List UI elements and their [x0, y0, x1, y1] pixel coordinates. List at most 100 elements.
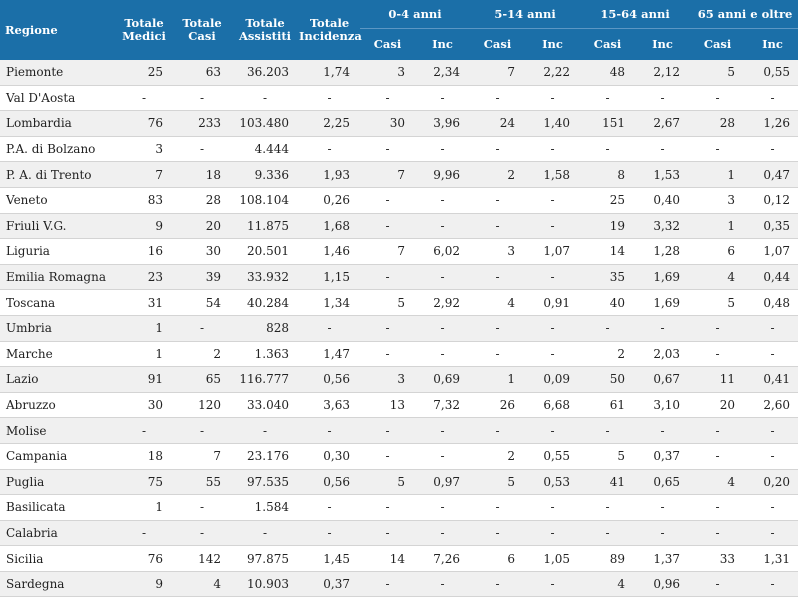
- cell-casi-15-64: 5: [580, 443, 636, 470]
- cell-inc-65-plus: -: [745, 417, 798, 444]
- cell-totale-casi: -: [173, 417, 231, 444]
- cell-inc-65-plus: 0,12: [745, 187, 798, 214]
- cell-inc-15-64: 0,96: [635, 571, 691, 598]
- cell-inc-5-14: 0,91: [525, 289, 581, 316]
- cell-totale-medici: -: [115, 417, 173, 444]
- cell-casi-5-14: -: [470, 520, 526, 547]
- cell-inc-15-64: 3,32: [635, 213, 691, 240]
- cell-inc-0-4: 0,69: [415, 366, 471, 393]
- header-group-65-plus: 65 anni e oltre: [690, 0, 798, 29]
- header-inc: Inc: [525, 28, 581, 60]
- cell-regione: Val D'Aosta: [0, 85, 115, 112]
- cell-totale-incidenza: 2,25: [299, 110, 360, 137]
- cell-inc-15-64: 0,40: [635, 187, 691, 214]
- cell-inc-0-4: 2,34: [415, 60, 471, 86]
- cell-casi-65-plus: 4: [690, 264, 746, 291]
- cell-casi-15-64: 19: [580, 213, 636, 240]
- header-totale-incidenza: Totale Incidenza: [299, 0, 362, 60]
- table-row: Umbria 1-828- - - - - - - - -: [0, 315, 798, 342]
- cell-inc-65-plus: -: [745, 571, 798, 598]
- cell-regione: Sicilia: [0, 545, 115, 572]
- header-group-0-4: 0-4 anni: [360, 0, 471, 29]
- table-row: Liguria 16 30 20.501 1,46 7 6,02 3 1,07 14 1,28 6 1,…: [0, 238, 798, 265]
- cell-casi-5-14: -: [470, 85, 526, 112]
- cell-totale-assistiti: 9.336: [231, 161, 299, 188]
- cell-inc-65-plus: -: [745, 136, 798, 163]
- cell-casi-5-14: -: [470, 571, 526, 598]
- cell-inc-5-14: 6,68: [525, 392, 581, 419]
- cell-casi-65-plus: 28: [690, 110, 746, 137]
- header-casi: Casi: [690, 28, 746, 60]
- cell-casi-5-14: -: [470, 213, 526, 240]
- cell-casi-5-14: 26: [470, 392, 526, 419]
- cell-inc-0-4: 0,97: [415, 469, 471, 496]
- cell-totale-assistiti: 20.501: [231, 238, 299, 265]
- table-row: Puglia 75 55 97.535 0,56 5 0,97 5 0,53 41 0,65 4 0,2…: [0, 469, 798, 496]
- cell-casi-0-4: -: [360, 341, 415, 368]
- cell-inc-15-64: 1,37: [635, 545, 691, 572]
- cell-totale-medici: 76: [115, 110, 173, 137]
- cell-totale-casi: 65: [173, 366, 231, 393]
- cell-casi-65-plus: 5: [690, 289, 746, 316]
- cell-inc-5-14: -: [525, 341, 581, 368]
- table-row: Sardegna 9 4 10.903 0,37- - - -4 0,96- -: [0, 571, 798, 598]
- cell-casi-5-14: 5: [470, 469, 526, 496]
- cell-casi-0-4: -: [360, 264, 415, 291]
- cell-inc-15-64: 1,28: [635, 238, 691, 265]
- cell-casi-0-4: 30: [360, 110, 415, 137]
- cell-totale-casi: 30: [173, 238, 231, 265]
- cell-totale-incidenza: 0,56: [299, 469, 360, 496]
- cell-regione: Emilia Romagna: [0, 264, 115, 291]
- cell-totale-assistiti: -: [231, 520, 299, 547]
- table-row: Campania 18 7 23.176 0,30- -2 0,55 5 0,37- -: [0, 443, 798, 470]
- cell-inc-15-64: 0,37: [635, 443, 691, 470]
- cell-casi-15-64: 41: [580, 469, 636, 496]
- cell-inc-5-14: 0,53: [525, 469, 581, 496]
- cell-totale-assistiti: 33.932: [231, 264, 299, 291]
- table-row: Lombardia 76 233 103.480 2,25 30 3,96 24 1,40 151…: [0, 110, 798, 137]
- cell-casi-15-64: 8: [580, 161, 636, 188]
- cell-casi-15-64: 40: [580, 289, 636, 316]
- header-casi: Casi: [580, 28, 636, 60]
- cell-inc-15-64: -: [635, 520, 691, 547]
- cell-inc-0-4: -: [415, 494, 471, 521]
- cell-totale-incidenza: -: [299, 85, 360, 112]
- cell-inc-5-14: 2,22: [525, 60, 581, 86]
- cell-regione: Sardegna: [0, 571, 115, 598]
- cell-casi-65-plus: -: [690, 136, 746, 163]
- header-totale-casi: Totale Casi: [173, 0, 231, 60]
- cell-inc-65-plus: -: [745, 494, 798, 521]
- cell-casi-5-14: -: [470, 417, 526, 444]
- cell-totale-casi: 4: [173, 571, 231, 598]
- cell-inc-15-64: 1,69: [635, 264, 691, 291]
- cell-totale-medici: 9: [115, 571, 173, 598]
- cell-totale-incidenza: 0,26: [299, 187, 360, 214]
- cell-totale-casi: 120: [173, 392, 231, 419]
- header-casi: Casi: [360, 28, 415, 60]
- cell-regione: Friuli V.G.: [0, 213, 115, 240]
- cell-casi-0-4: -: [360, 187, 415, 214]
- cell-inc-0-4: -: [415, 571, 471, 598]
- header-totale-medici: Totale Medici: [115, 0, 173, 60]
- cell-casi-0-4: -: [360, 315, 415, 342]
- cell-casi-15-64: 25: [580, 187, 636, 214]
- cell-totale-casi: -: [173, 520, 231, 547]
- cell-casi-15-64: 61: [580, 392, 636, 419]
- cell-totale-incidenza: 1,74: [299, 60, 360, 86]
- cell-inc-0-4: -: [415, 417, 471, 444]
- cell-casi-0-4: 14: [360, 545, 415, 572]
- cell-regione: Umbria: [0, 315, 115, 342]
- cell-totale-assistiti: 23.176: [231, 443, 299, 470]
- table-row: Basilicata 1-1.584- - - - - - - - -: [0, 494, 798, 521]
- cell-totale-assistiti: 103.480: [231, 110, 299, 137]
- cell-inc-5-14: 0,09: [525, 366, 581, 393]
- cell-inc-15-64: 1,69: [635, 289, 691, 316]
- cell-regione: Molise: [0, 417, 115, 444]
- cell-casi-0-4: -: [360, 494, 415, 521]
- cell-casi-15-64: -: [580, 417, 636, 444]
- cell-inc-65-plus: 0,20: [745, 469, 798, 496]
- cell-totale-incidenza: 0,56: [299, 366, 360, 393]
- header-inc: Inc: [415, 28, 471, 60]
- cell-totale-casi: 39: [173, 264, 231, 291]
- cell-totale-incidenza: -: [299, 520, 360, 547]
